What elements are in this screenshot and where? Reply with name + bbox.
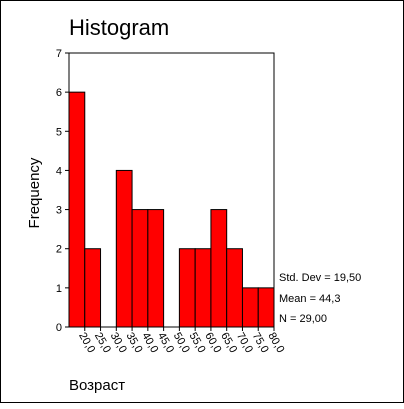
histogram-bar [241,287,259,328]
histogram-bar [68,91,86,328]
y-tick-label: 0 [56,322,62,334]
y-tick-label: 6 [56,87,62,99]
bars-group [68,91,275,328]
histogram-bar [178,248,196,328]
x-tick-label: 80,0 [265,331,286,356]
y-tick-label: 2 [56,244,62,256]
y-tick-label: 1 [56,283,62,295]
histogram-bar [194,248,212,328]
y-tick-label: 7 [56,48,62,60]
chart-title: Histogram [69,15,169,40]
plot-area-frame [68,52,275,328]
histogram-bar [257,287,275,328]
histogram-bar [226,248,243,328]
histogram-bar [147,209,165,328]
stat-mean: Mean = 44,3 [279,293,340,305]
x-axis-label: Возраст [69,377,125,394]
histogram-bar [131,209,149,328]
y-axis: 0 1 2 3 4 5 6 7 [56,48,69,334]
y-tick-label: 3 [56,205,62,217]
histogram-bar [84,248,102,328]
stat-n: N = 29,00 [279,313,327,325]
y-tick-label: 4 [56,165,62,177]
histogram-bar [210,209,228,328]
histogram-bar [115,169,133,328]
y-tick-label: 5 [56,126,62,138]
stat-std-dev: Std. Dev = 19,50 [279,272,361,284]
x-axis: 20,025,030,035,040,045,050,055,060,065,0… [76,327,287,356]
y-axis-label: Frequency [26,157,43,228]
